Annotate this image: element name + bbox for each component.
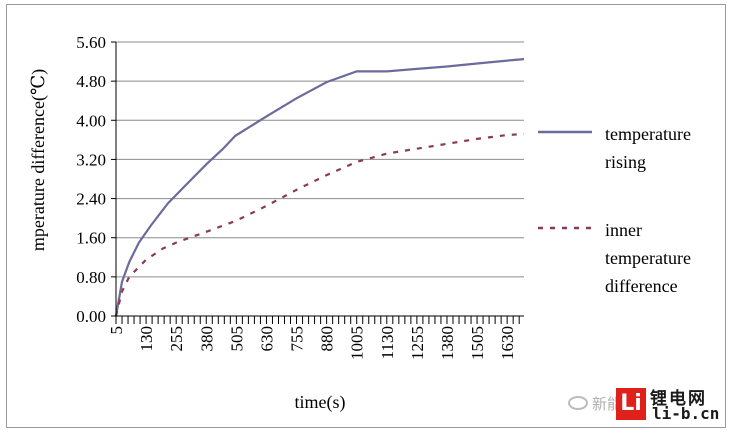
wechat-icon: [568, 396, 588, 410]
y-tick-label: 5.60: [76, 33, 106, 52]
x-tick-label: 505: [227, 326, 246, 352]
watermark-prefix: 新能: [592, 395, 623, 413]
x-tick-label: 1505: [468, 326, 487, 360]
y-tick-label: 0.80: [76, 268, 106, 287]
y-tick-label: 2.40: [76, 190, 106, 209]
series-line: [114, 132, 525, 317]
y-tick-labels: 0.00 0.80 1.60 2.40 3.20 4.00 4.80 5.60: [76, 33, 106, 326]
brand-name: 锂电网: [650, 389, 707, 409]
gridlines: [116, 41, 524, 278]
x-tick-label: 380: [197, 326, 216, 352]
legend-label: temperature: [605, 248, 691, 268]
x-tick-label: 1130: [378, 326, 397, 359]
x-tick-label: 255: [167, 326, 186, 352]
y-tick-label: 4.80: [76, 72, 106, 91]
axes: [111, 41, 524, 324]
watermark: 新能 Li 锂电网 li-b.cn: [560, 384, 728, 424]
x-tick-label: 1380: [438, 326, 457, 360]
legend: temperature rising inner temperature differe…: [538, 124, 691, 296]
x-tick-label: 630: [257, 326, 276, 352]
x-tick-label: 755: [288, 326, 307, 352]
x-tick-labels: 5 130 255 380 505 630 755 880 1005 1130 1255 1380 15…: [107, 326, 517, 360]
x-axis-title: time(s): [295, 392, 346, 413]
legend-label: temperature: [605, 124, 691, 144]
legend-label: difference: [605, 276, 678, 296]
series-lines: [114, 58, 525, 317]
x-tick-label: 1630: [498, 326, 517, 360]
y-tick-label: 1.60: [76, 229, 106, 248]
x-tick-label: 5: [107, 326, 126, 335]
chart-frame: [6, 4, 726, 428]
x-tick-label: 1255: [408, 326, 427, 360]
series-line: [114, 58, 525, 317]
y-tick-label: 0.00: [76, 307, 106, 326]
x-tick-label: 1005: [348, 326, 367, 360]
legend-label: inner: [605, 220, 642, 240]
legend-label: rising: [605, 152, 646, 172]
y-axis-title: mperature difference(℃): [28, 69, 49, 251]
brand-domain: li-b.cn: [652, 404, 720, 423]
y-tick-label: 4.00: [76, 111, 106, 130]
x-tick-label: 880: [318, 326, 337, 352]
x-tick-label: 130: [137, 326, 156, 352]
y-tick-label: 3.20: [76, 150, 106, 169]
brand-logo-mark: Li: [616, 388, 646, 420]
